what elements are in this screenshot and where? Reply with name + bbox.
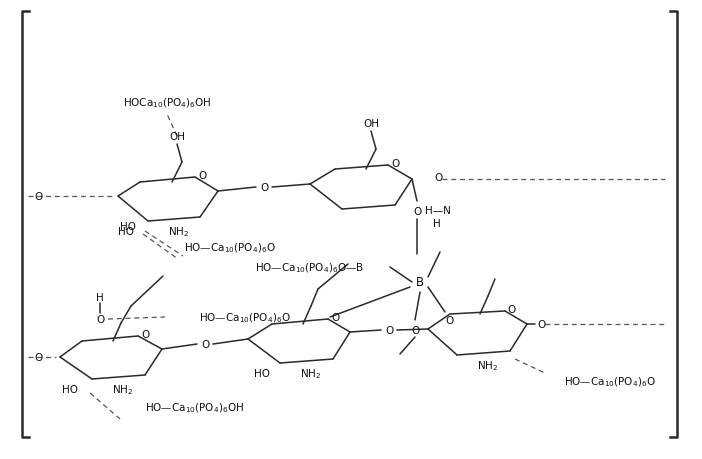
Text: O: O [198, 171, 206, 180]
Text: H: H [96, 292, 104, 302]
Text: HO—Ca$_{10}$(PO$_4$)$_6$OH: HO—Ca$_{10}$(PO$_4$)$_6$OH [145, 400, 244, 414]
Text: NH$_2$: NH$_2$ [300, 366, 322, 380]
Text: HO: HO [254, 368, 270, 378]
Text: O: O [537, 319, 545, 329]
Text: O: O [508, 304, 516, 314]
Text: O: O [411, 325, 419, 335]
Text: O: O [385, 325, 393, 335]
Text: OH: OH [169, 132, 185, 142]
Text: O: O [391, 159, 399, 168]
Text: O: O [141, 329, 149, 339]
Text: NH$_2$: NH$_2$ [112, 382, 133, 396]
Text: NH$_2$: NH$_2$ [168, 224, 190, 238]
Text: O: O [434, 173, 442, 183]
Text: O: O [446, 315, 454, 325]
Text: H—N: H—N [425, 206, 451, 216]
Text: HOCa$_{10}$(PO$_4$)$_6$OH: HOCa$_{10}$(PO$_4$)$_6$OH [123, 96, 211, 110]
Text: H: H [433, 218, 441, 229]
Text: OH: OH [363, 119, 379, 129]
Text: O: O [34, 191, 42, 202]
Text: O: O [201, 339, 209, 349]
Text: O: O [96, 314, 104, 325]
Text: HO—Ca$_{10}$(PO$_4$)$_6$O: HO—Ca$_{10}$(PO$_4$)$_6$O [184, 241, 276, 254]
Text: O: O [331, 312, 339, 322]
Text: O: O [413, 207, 421, 217]
Text: O: O [34, 352, 42, 362]
Text: HO—Ca$_{10}$(PO$_4$)$_6$O: HO—Ca$_{10}$(PO$_4$)$_6$O [199, 311, 291, 324]
Text: HO—Ca$_{10}$(PO$_4$)$_6$O—B: HO—Ca$_{10}$(PO$_4$)$_6$O—B [256, 261, 364, 274]
Text: HO—Ca$_{10}$(PO$_4$)$_6$O: HO—Ca$_{10}$(PO$_4$)$_6$O [564, 375, 656, 388]
Text: O: O [260, 183, 268, 193]
Text: NH$_2$: NH$_2$ [477, 358, 498, 372]
Text: B: B [416, 276, 424, 289]
Text: HO: HO [62, 384, 78, 394]
Text: HO: HO [118, 226, 134, 236]
Text: HO: HO [120, 222, 136, 231]
